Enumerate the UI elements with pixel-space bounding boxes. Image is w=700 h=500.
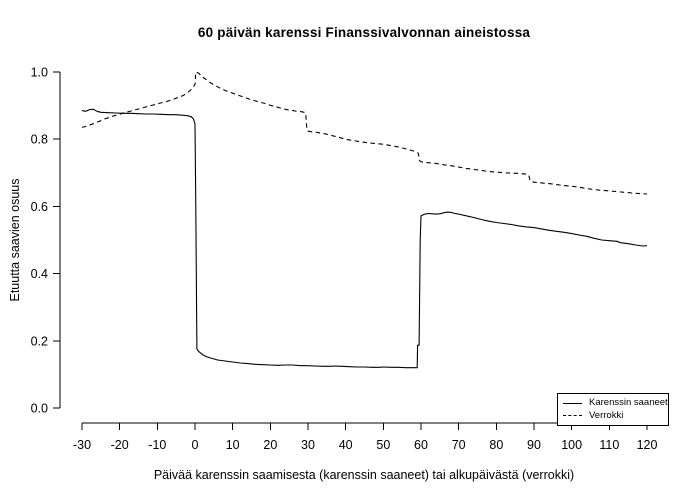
x-tick-label: 100 <box>561 438 582 452</box>
legend-entry-karenssin-saaneet: Karenssin saaneet <box>563 398 668 408</box>
legend-label: Karenssin saaneet <box>589 397 668 409</box>
y-tick-label: 1.0 <box>31 66 48 80</box>
x-tick-label: 50 <box>376 438 390 452</box>
x-tick-label: 10 <box>226 438 240 452</box>
legend-dashed-line-sample <box>563 415 582 417</box>
x-tick-label: 30 <box>301 438 315 452</box>
y-tick-label: 0.2 <box>31 334 48 348</box>
legend-entry-verrokki: Verrokki <box>563 411 663 421</box>
legend-label: Verrokki <box>589 410 624 421</box>
y-tick-label: 0.6 <box>31 200 48 214</box>
x-tick-label: -30 <box>73 438 91 452</box>
x-tick-label: 80 <box>489 438 503 452</box>
x-tick-label: -10 <box>148 438 166 452</box>
chart-title: 60 päivän karenssi Finanssivalvonnan ain… <box>197 25 531 40</box>
series-line-verrokki <box>81 71 648 195</box>
x-tick-label: 40 <box>339 438 353 452</box>
y-tick-label: 0.8 <box>31 133 48 147</box>
x-tick-label: -20 <box>111 438 129 452</box>
y-axis-label: Etuutta saavien osuus <box>8 178 22 302</box>
x-tick-label: 0 <box>192 438 199 452</box>
y-tick-label: 0.0 <box>31 402 48 416</box>
x-tick-label: 120 <box>637 438 658 452</box>
x-tick-label: 60 <box>414 438 428 452</box>
series-line-karenssin-saaneet <box>81 108 648 369</box>
legend-solid-line-sample <box>563 402 582 404</box>
x-tick-label: 110 <box>599 438 619 452</box>
y-tick-label: 0.4 <box>31 267 48 281</box>
x-tick-label: 90 <box>527 438 541 452</box>
legend: Karenssin saaneet Verrokki <box>557 393 669 426</box>
x-axis-label: Päivää karenssin saamisesta (karenssin s… <box>153 468 575 482</box>
x-tick-label: 20 <box>263 438 277 452</box>
x-tick-label: 70 <box>452 438 466 452</box>
